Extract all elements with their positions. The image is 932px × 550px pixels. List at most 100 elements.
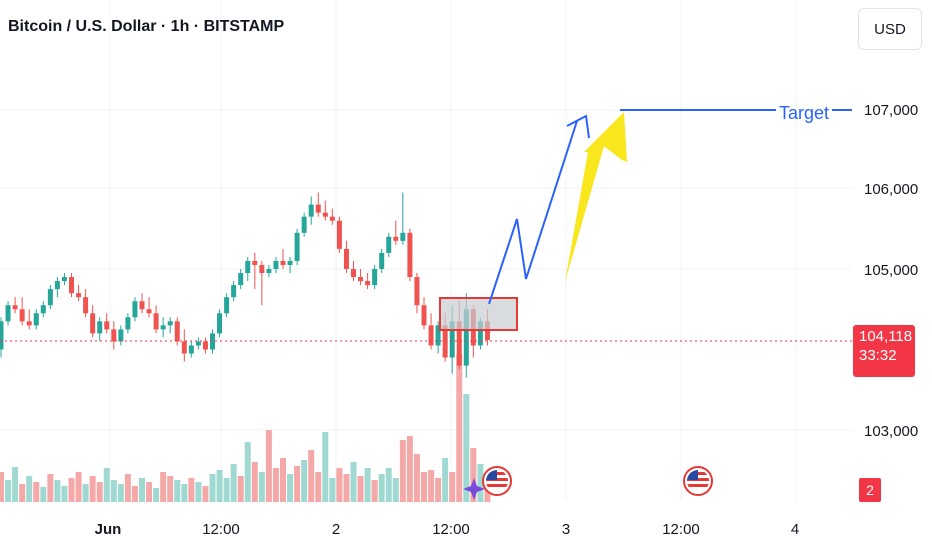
volume-bar: [442, 458, 449, 502]
candle-body: [181, 341, 187, 354]
candle-body: [125, 317, 131, 330]
candle: [160, 317, 166, 338]
volume-bar: [272, 468, 279, 502]
chart-title: Bitcoin / U.S. Dollar · 1h · BITSTAMP: [8, 18, 285, 35]
candle-body: [456, 321, 462, 366]
volume-bar: [153, 488, 160, 502]
volume-bar: [350, 462, 357, 502]
event-icons[interactable]: [463, 466, 713, 500]
bullish-arrow: [565, 112, 627, 282]
candle-body: [407, 232, 413, 278]
volume-bar: [463, 394, 470, 502]
us-flag-icon[interactable]: [683, 466, 713, 496]
candle-body: [167, 321, 173, 326]
candle: [231, 281, 237, 302]
candle-body: [40, 305, 46, 314]
candle-body: [343, 248, 349, 269]
candle: [104, 313, 110, 334]
volume-bar: [378, 474, 385, 502]
volume-bar: [110, 480, 117, 502]
candle: [132, 297, 138, 322]
candle-body: [266, 269, 272, 274]
volume-bar: [131, 486, 138, 502]
candle-body: [231, 285, 237, 298]
candle: [329, 208, 335, 225]
candle-body: [287, 260, 293, 265]
volume-bar: [336, 468, 343, 502]
candle-body: [139, 301, 145, 310]
us-flag-icon[interactable]: [482, 466, 512, 496]
candle-body: [0, 321, 4, 350]
candle: [280, 248, 286, 269]
candle-body: [83, 297, 89, 314]
candle: [315, 192, 321, 217]
candle: [188, 341, 194, 358]
candle: [33, 309, 39, 330]
x-tick-label: Jun: [95, 521, 122, 538]
volume-bar: [19, 484, 26, 502]
volume-bar: [174, 480, 181, 502]
y-axis: 107,000 106,000 105,000 103,000: [864, 102, 918, 440]
candle: [351, 260, 356, 282]
events-count-badge[interactable]: 2: [859, 478, 881, 502]
volume-bar: [329, 478, 336, 502]
currency-button[interactable]: USD: [858, 8, 922, 50]
candlesticks: [0, 192, 490, 378]
volume-bar: [89, 476, 96, 502]
candle: [400, 192, 406, 245]
candle: [76, 285, 82, 302]
candle-body: [393, 236, 399, 241]
volume-bar: [315, 472, 322, 502]
candle: [379, 248, 385, 274]
candle: [273, 256, 279, 274]
candle: [266, 264, 272, 278]
candle-body: [210, 333, 215, 350]
volume-bar: [385, 468, 392, 502]
candle-body: [111, 329, 117, 342]
candle: [428, 313, 434, 350]
volume-bar: [33, 482, 40, 502]
volume-bar: [12, 467, 19, 502]
candle-body: [118, 329, 124, 342]
candle: [245, 256, 251, 282]
bar-countdown: 33:32: [859, 347, 897, 364]
candle: [54, 277, 60, 298]
volume-bar: [40, 487, 47, 502]
volume-bar: [202, 486, 209, 502]
candle-body: [365, 281, 371, 286]
candle: [224, 293, 230, 318]
candle-body: [414, 277, 420, 306]
volume-bar: [392, 478, 399, 502]
candle: [90, 305, 96, 338]
candle: [336, 216, 342, 253]
candle-body: [238, 273, 244, 286]
candle: [61, 273, 67, 286]
candle: [294, 228, 300, 265]
candle: [146, 297, 152, 318]
candle-body: [12, 305, 18, 310]
candle-body: [245, 260, 251, 274]
volume-bar: [287, 474, 294, 502]
consolidation-box[interactable]: [439, 297, 518, 331]
volume-bar: [435, 478, 442, 502]
candle-body: [188, 345, 194, 354]
y-tick-label: 103,000: [864, 423, 918, 440]
sparkle-icon[interactable]: [463, 478, 485, 500]
volume-bar: [364, 468, 371, 502]
candle-body: [294, 232, 300, 261]
volume-bar: [406, 436, 413, 502]
volume-bar: [258, 472, 265, 502]
candle: [259, 260, 265, 306]
volume-bar: [195, 482, 202, 502]
candle-body: [146, 309, 152, 314]
candle-body: [421, 305, 427, 326]
candle-body: [280, 260, 286, 265]
volume-bar: [124, 474, 131, 502]
y-tick-label: 105,000: [864, 262, 918, 279]
current-price-value: 104,118: [859, 328, 913, 345]
candle-body: [379, 252, 385, 269]
y-tick-label: 106,000: [864, 181, 918, 198]
candle-body: [322, 212, 328, 217]
volume-bar: [280, 458, 286, 502]
